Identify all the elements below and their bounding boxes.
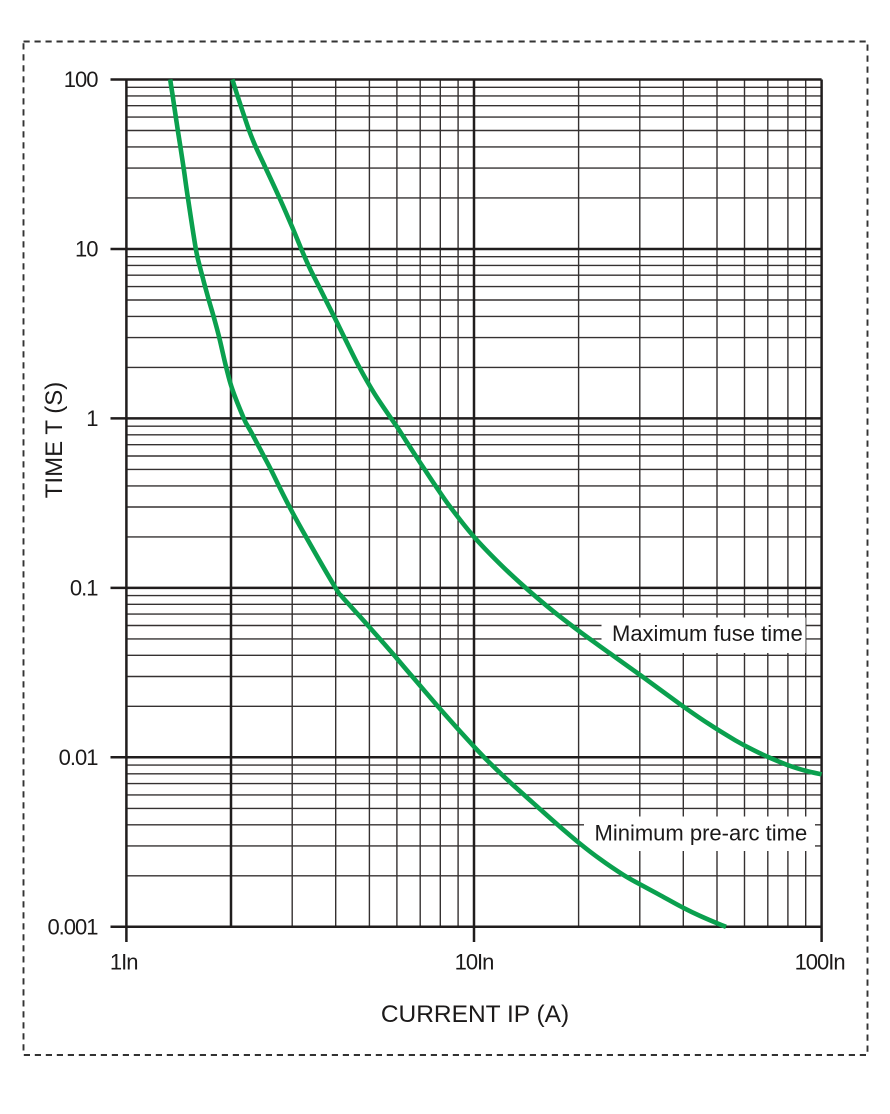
svg-text:Minimum pre-arc time: Minimum pre-arc time [595, 821, 808, 846]
svg-text:1In: 1In [110, 950, 138, 975]
svg-text:0.1: 0.1 [70, 575, 98, 600]
svg-text:10: 10 [75, 237, 98, 262]
svg-text:CURRENT IP (A): CURRENT IP (A) [381, 1001, 569, 1028]
svg-text:Maximum fuse time: Maximum fuse time [612, 621, 803, 646]
svg-text:10In: 10In [455, 950, 494, 975]
svg-text:0.01: 0.01 [59, 745, 99, 770]
svg-text:100: 100 [64, 67, 98, 92]
svg-text:1: 1 [86, 406, 98, 431]
svg-text:100In: 100In [795, 950, 845, 975]
svg-text:0.001: 0.001 [47, 914, 98, 939]
svg-text:TIME T (S): TIME T (S) [41, 382, 68, 498]
